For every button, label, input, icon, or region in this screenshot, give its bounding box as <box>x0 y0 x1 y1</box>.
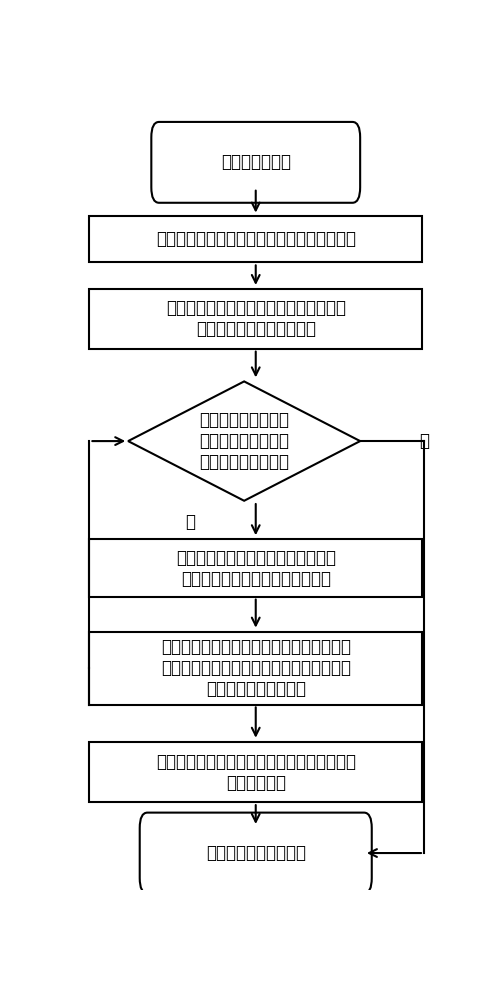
Text: 采集车辆剩余电量信息，以及导航路线信息。: 采集车辆剩余电量信息，以及导航路线信息。 <box>156 230 356 248</box>
Text: 以低于阈值的第一个点为中心寻找附
近充电点。并对充电站进行评分。: 以低于阈值的第一个点为中心寻找附 近充电点。并对充电站进行评分。 <box>176 549 336 588</box>
FancyBboxPatch shape <box>140 813 372 893</box>
Bar <box>89 632 422 705</box>
Text: 返回导航数据给用户。: 返回导航数据给用户。 <box>206 844 306 862</box>
Text: 将各个选择充电的充电站，设置为途径点，重
新发起导航。: 将各个选择充电的充电站，设置为途径点，重 新发起导航。 <box>156 753 356 792</box>
Bar <box>89 216 422 262</box>
Text: 计算出每公里耗电量，计算出到达各个路
线点上的时间和剩余电量。: 计算出每公里耗电量，计算出到达各个路 线点上的时间和剩余电量。 <box>166 299 346 338</box>
Bar <box>89 742 422 802</box>
Polygon shape <box>128 381 360 501</box>
Text: 否: 否 <box>419 432 429 450</box>
Text: 用户发起导航。: 用户发起导航。 <box>221 153 291 171</box>
Bar <box>89 289 422 349</box>
Bar <box>89 539 422 597</box>
FancyBboxPatch shape <box>151 122 360 203</box>
Text: 是: 是 <box>185 513 195 531</box>
Text: 从路线起点开始，依
次判断到达各点时剩
余电量是否低于阈值: 从路线起点开始，依 次判断到达各点时剩 余电量是否低于阈值 <box>199 411 289 471</box>
Text: 用户依据评分值，选择充电站。路线上离该
充电站最近的点设为路线起点，该点剩余电
量设置为充电后电量。: 用户依据评分值，选择充电站。路线上离该 充电站最近的点设为路线起点，该点剩余电 … <box>161 638 351 698</box>
